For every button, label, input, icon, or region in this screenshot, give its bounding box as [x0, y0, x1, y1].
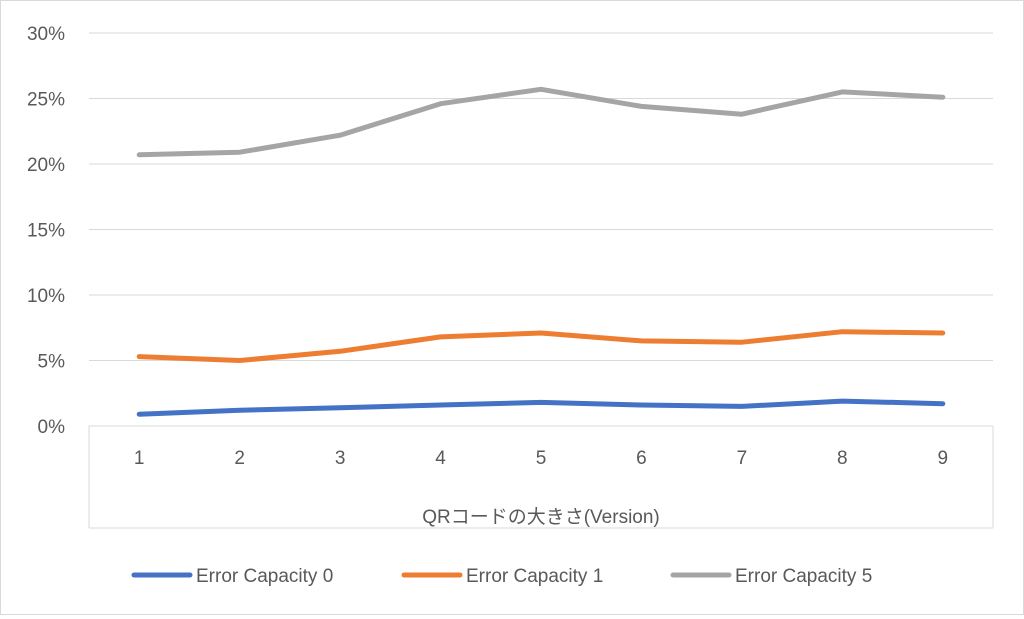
x-tick-label: 2	[234, 448, 245, 469]
series-line-2	[136, 86, 946, 158]
legend-label-1: Error Capacity 1	[466, 566, 603, 587]
y-tick-label: 20%	[27, 155, 65, 176]
x-tick-label: 9	[937, 448, 948, 469]
y-tick-label: 25%	[27, 90, 65, 111]
x-tick-label: 7	[737, 448, 748, 469]
legend-label-2: Error Capacity 5	[735, 566, 872, 587]
y-tick-labels: 0% 5% 10% 15% 20% 25% 30%	[27, 24, 65, 438]
gridlines	[89, 32, 993, 361]
x-tick-label: 1	[134, 448, 145, 469]
series-line-0	[136, 398, 946, 417]
x-tick-label: 5	[536, 448, 547, 469]
x-axis-title: QRコードの大きさ(Version)	[422, 506, 660, 528]
y-tick-label: 30%	[27, 24, 65, 45]
series-lines	[136, 86, 946, 417]
legend: Error Capacity 0 Error Capacity 1 Error Ca…	[131, 566, 872, 587]
y-tick-label: 15%	[27, 221, 65, 242]
series-line-1	[136, 329, 946, 363]
y-tick-label: 10%	[27, 286, 65, 307]
plot-frame	[88, 425, 994, 529]
legend-label-0: Error Capacity 0	[196, 566, 333, 587]
x-tick-label: 3	[335, 448, 346, 469]
x-tick-label: 4	[435, 448, 446, 469]
y-tick-label: 5%	[38, 352, 66, 373]
x-tick-labels: 1 2 3 4 5 6 7 8 9	[134, 448, 948, 469]
x-tick-label: 6	[636, 448, 647, 469]
y-tick-label: 0%	[38, 417, 66, 438]
x-tick-label: 8	[837, 448, 848, 469]
